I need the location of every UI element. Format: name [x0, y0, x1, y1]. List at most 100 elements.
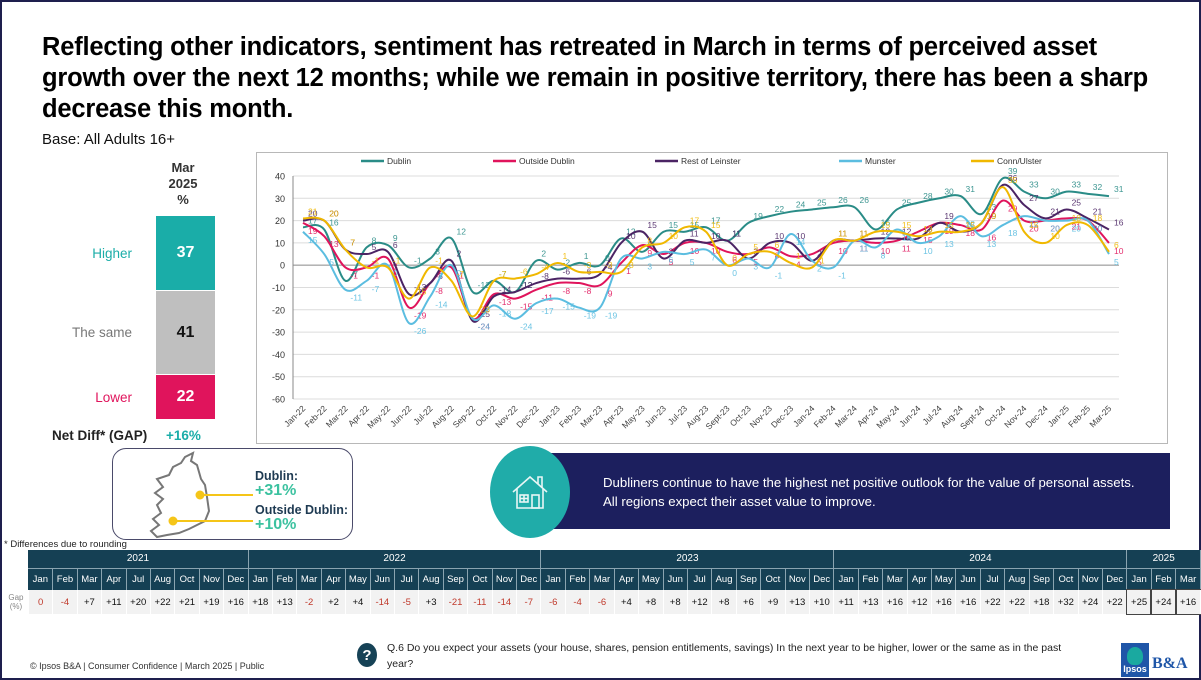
x-tick-label: Feb-24 — [812, 403, 838, 429]
data-label: 0 — [732, 253, 737, 263]
gap-value-cell: -4 — [52, 590, 78, 614]
gap-month-header: Feb — [858, 567, 884, 590]
y-tick-label: 30 — [275, 194, 285, 204]
data-label: 33 — [1072, 180, 1082, 190]
data-label: 15 — [923, 235, 933, 245]
data-label: 9 — [393, 233, 398, 243]
data-label: 25 — [1072, 197, 1082, 207]
gap-month-header: Apr — [614, 567, 640, 590]
x-tick-label: Jun-23 — [643, 403, 669, 429]
data-label: 5 — [329, 257, 334, 267]
data-label: 19 — [987, 211, 997, 221]
gap-value-cell: +13 — [785, 590, 810, 614]
gap-month-header: Nov — [492, 567, 518, 590]
data-label: 11 — [859, 229, 868, 239]
legend-label: Outside Dublin — [519, 156, 575, 166]
gap-month-header: Mar — [77, 567, 103, 590]
gap-value-cell: -6 — [540, 590, 566, 614]
data-label: -1 — [838, 270, 846, 280]
data-label: 18 — [1008, 228, 1018, 238]
gap-value-cell: +24 — [1078, 590, 1103, 614]
gap-value-cell: +13 — [858, 590, 884, 614]
gap-value-cell: +11 — [101, 590, 127, 614]
gap-value-cell: +4 — [345, 590, 371, 614]
data-label: 26 — [859, 195, 869, 205]
data-label: 11 — [859, 244, 868, 254]
data-label: 10 — [1050, 231, 1060, 241]
gap-value-cell: -7 — [516, 590, 542, 614]
x-tick-label: May-22 — [365, 403, 392, 430]
data-label: 13 — [944, 239, 954, 249]
data-label: 17 — [711, 215, 721, 225]
data-label: 10 — [626, 231, 636, 241]
gap-month-header: Jan — [248, 567, 273, 590]
data-label: -15 — [563, 302, 576, 312]
gap-month-header: Dec — [1102, 567, 1128, 590]
data-label: 25 — [817, 197, 827, 207]
data-label: -26 — [414, 326, 427, 336]
data-label: 31 — [966, 184, 976, 194]
x-tick-label: Feb-25 — [1066, 403, 1092, 429]
data-label: 26 — [838, 195, 848, 205]
gap-value-cell: +10 — [809, 590, 835, 614]
gap-month-header: Sep — [736, 567, 762, 590]
data-label: 3 — [753, 262, 758, 272]
data-label: 11 — [859, 244, 868, 254]
gap-month-header: Feb — [565, 567, 591, 590]
x-tick-label: Nov-24 — [1002, 403, 1029, 430]
data-label: -19 — [605, 311, 618, 321]
insight-banner: Dubliners continue to have the highest n… — [538, 453, 1170, 529]
x-tick-label: Mar-23 — [578, 403, 604, 429]
gap-value-cell: +22 — [150, 590, 176, 614]
x-tick-label: Dec-24 — [1023, 403, 1050, 430]
data-label: 3 — [647, 262, 652, 272]
data-label: 18 — [1072, 213, 1082, 223]
gap-year-header: 2021 — [28, 550, 249, 568]
gap-month-header: Dec — [516, 567, 542, 590]
gap-month-header: Apr — [321, 567, 347, 590]
gap-value-cell: +8 — [711, 590, 737, 614]
gap-month-header: Jul — [687, 567, 713, 590]
data-label: 16 — [329, 218, 339, 228]
y-tick-label: -40 — [272, 350, 285, 360]
gap-month-header: Oct — [1053, 567, 1079, 590]
data-label: 18 — [966, 228, 976, 238]
series-line-dublin — [302, 176, 1110, 295]
ireland-map-icon — [149, 451, 253, 539]
header-month: Mar — [171, 160, 195, 175]
dublin-label: Dublin: — [255, 469, 299, 483]
y-tick-label: -60 — [272, 395, 285, 405]
data-label: 17 — [690, 215, 700, 225]
gap-value-cell: +16 — [882, 590, 908, 614]
data-label: 15 — [944, 220, 954, 230]
y-tick-label: -20 — [272, 305, 285, 315]
data-label: 5 — [1114, 257, 1119, 267]
legend-label: Munster — [865, 156, 896, 166]
data-label: 13 — [329, 239, 339, 249]
data-label: 30 — [1050, 186, 1060, 196]
y-tick-label: 40 — [275, 172, 285, 182]
data-label: 5 — [817, 257, 822, 267]
gap-value-cell: +22 — [1004, 590, 1030, 614]
data-label: 16 — [902, 233, 912, 243]
gap-value-cell: +25 — [1125, 589, 1153, 615]
gap-month-header: Jun — [663, 567, 688, 590]
legend-label: Conn/Ulster — [997, 156, 1042, 166]
data-label: 25 — [902, 197, 912, 207]
ipsos-logo: Ipsos — [1121, 643, 1149, 677]
data-label: -13 — [414, 282, 427, 292]
data-label: 6 — [732, 255, 737, 265]
gap-month-header: Feb — [1151, 567, 1177, 590]
insight-text: Dubliners continue to have the highest n… — [603, 475, 1135, 509]
data-label: 8 — [881, 250, 886, 260]
x-tick-label: Nov-23 — [748, 403, 775, 430]
data-label: 6 — [393, 240, 398, 250]
gap-value-cell: +16 — [931, 590, 957, 614]
data-label: 29 — [1008, 204, 1018, 214]
gap-value-cell: +6 — [736, 590, 762, 614]
data-label: 19 — [944, 226, 954, 236]
gap-year-header: 2024 — [833, 550, 1128, 568]
outside-dublin-label: Outside Dublin: — [255, 503, 349, 517]
data-label: 16 — [987, 233, 997, 243]
